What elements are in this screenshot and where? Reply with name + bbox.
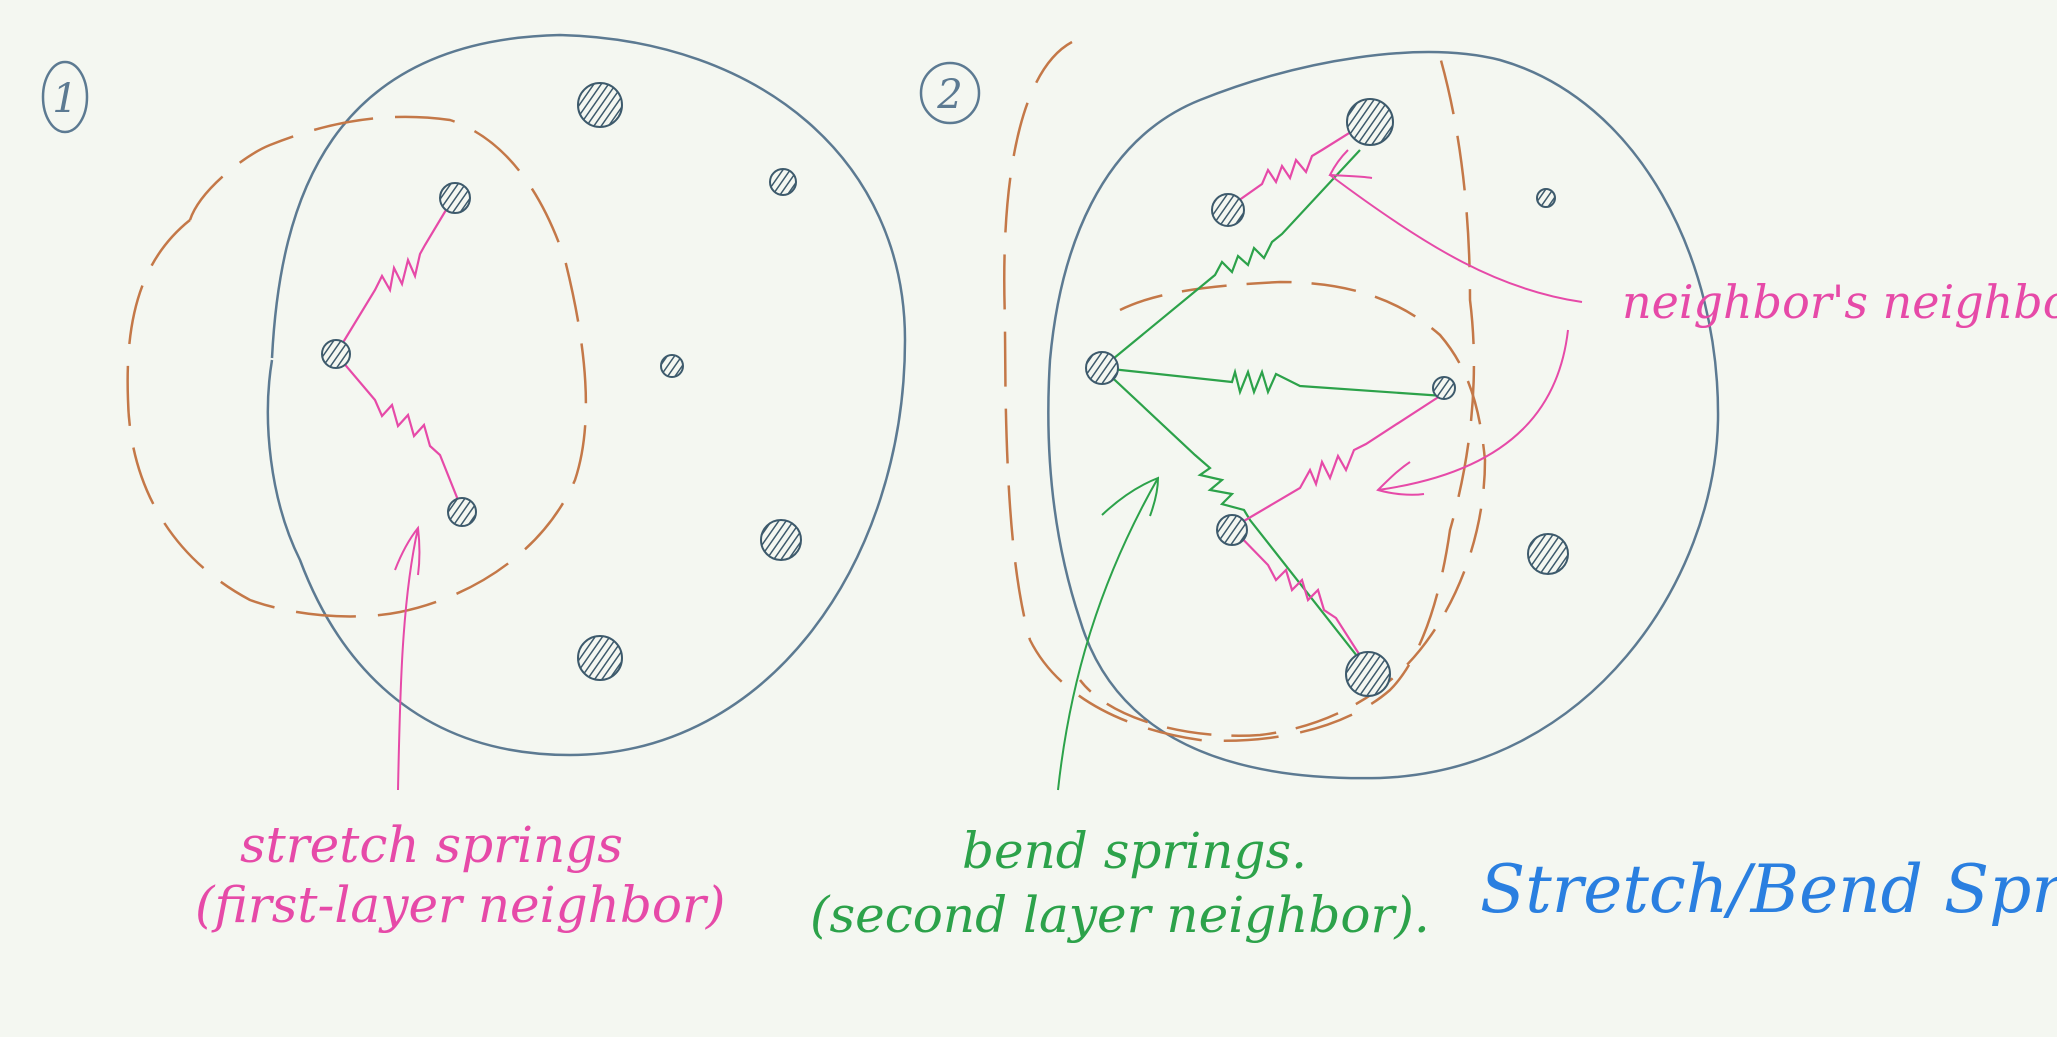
particle-node: [1527, 533, 1569, 575]
panel-1-pointer-arrow: [394, 525, 421, 791]
particle-node: [1432, 376, 1456, 400]
panel-1-boundary-circle: [266, 33, 907, 757]
particle-node: [577, 82, 623, 128]
particle-node: [321, 339, 351, 369]
panel-1-number: 1: [52, 76, 77, 122]
panel-2-pointer-arrow: [1057, 476, 1160, 791]
panel-1-label-line2: (first-layer neighbor): [195, 876, 725, 934]
panel-1-label-line1: stretch springs: [240, 816, 623, 874]
panel-2-callout-arrow-upper: [1328, 149, 1583, 303]
panel-2-stretch-spring-right: [1231, 395, 1441, 529]
particle-node: [447, 497, 477, 527]
panel-2-label-line2: (second layer neighbor).: [810, 886, 1430, 944]
diagram-title: Stretch/Bend Springs: [1480, 851, 2057, 928]
panel-2-number: 2: [936, 72, 962, 118]
panel-2-bend-spring-bottom: [1101, 367, 1369, 671]
panel-2-callout-arrow-lower: [1376, 329, 1569, 496]
particle-node: [1346, 98, 1394, 146]
panel-2-number-circle: [919, 61, 981, 125]
panel-2: 2 neighbor's neighbor bend springs. (sec…: [810, 39, 2057, 944]
particle-node: [760, 519, 802, 561]
panel-1-stretch-spring-upper: [335, 199, 453, 355]
panel-2-boundary-circle: [1047, 50, 1720, 780]
panel-1-stretch-spring-lower: [335, 353, 464, 511]
particle-node: [439, 182, 471, 214]
particle-node: [1211, 193, 1245, 227]
panel-1: 1 stretch springs (first-layer neighbor): [41, 33, 907, 934]
panel-2-outer-neighborhood-region: [1003, 39, 1476, 742]
panel-2-bend-spring-top: [1101, 149, 1361, 369]
particle-node: [1085, 351, 1119, 385]
panel-1-neighborhood-region: [126, 115, 588, 618]
particle-node: [769, 168, 797, 196]
panel-2-bend-spring-middle: [1101, 366, 1445, 398]
panel-2-callout-label: neighbor's neighbor: [1622, 275, 2057, 329]
panel-2-stretch-spring-top: [1227, 119, 1371, 209]
particle-node: [1216, 514, 1248, 546]
panel-1-number-circle: [41, 60, 89, 134]
panel-2-label-line1: bend springs.: [962, 822, 1307, 880]
particle-node: [660, 354, 684, 378]
panel-2-stretch-spring-bottom: [1231, 527, 1369, 669]
panel-2-inner-neighborhood-region: [1079, 280, 1487, 737]
particle-node: [1345, 651, 1391, 697]
particle-node: [577, 635, 623, 681]
particle-node: [1536, 188, 1556, 208]
